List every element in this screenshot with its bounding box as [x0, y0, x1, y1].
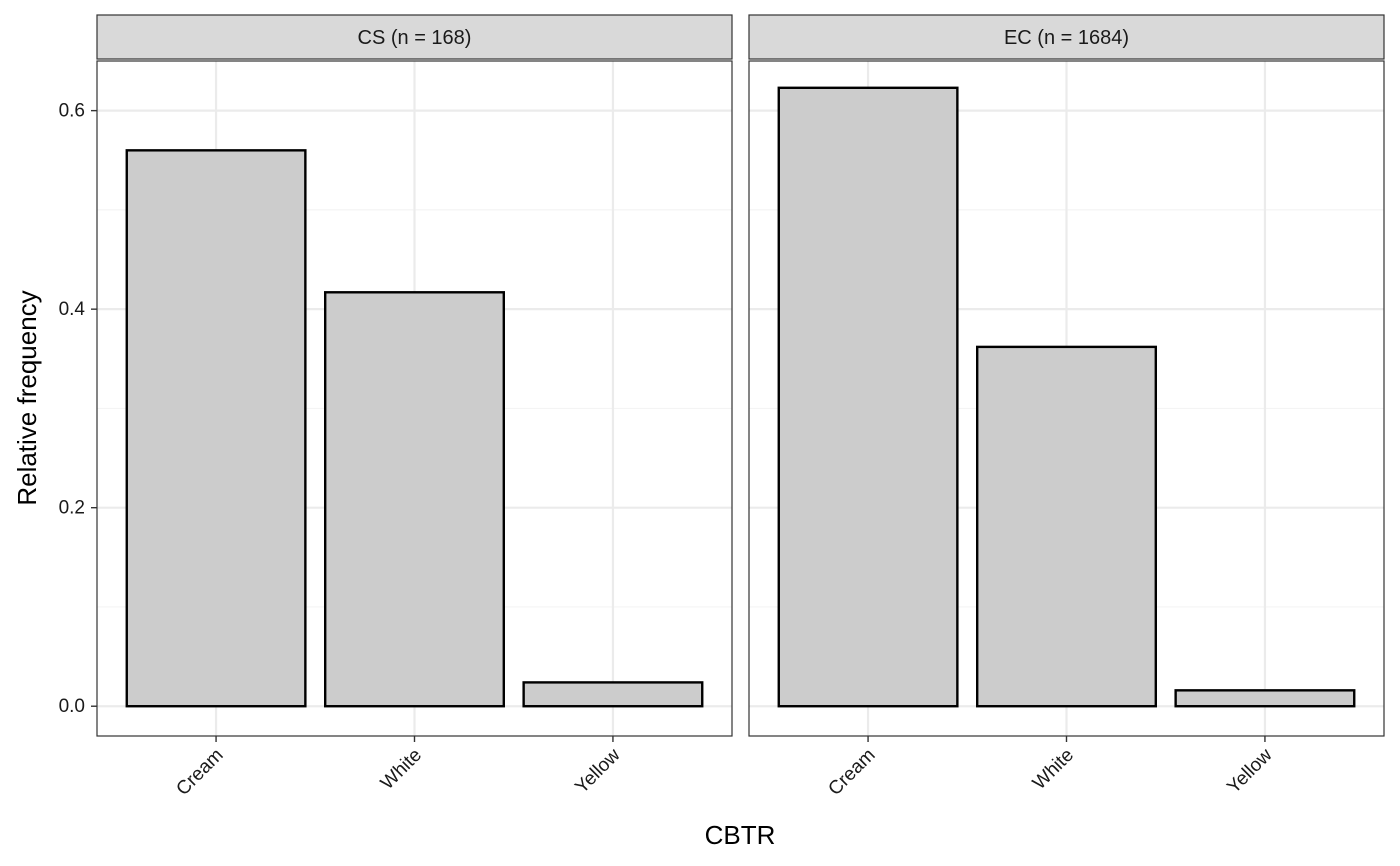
- facet-strip: [748, 14, 1385, 60]
- bar-yellow: [522, 681, 704, 708]
- x-tick-label: Yellow: [571, 744, 624, 797]
- y-tick-label: 0.4: [59, 299, 86, 320]
- bar-white: [976, 345, 1157, 708]
- bar-yellow: [1174, 689, 1356, 708]
- bar-cream: [777, 86, 959, 708]
- x-tick-label: Cream: [172, 745, 227, 800]
- x-tick-label: Yellow: [1223, 744, 1276, 797]
- facet-strip-label: CS (n = 168): [358, 27, 472, 49]
- x-tick-label: Cream: [824, 745, 879, 800]
- y-tick-label: 0.6: [59, 101, 85, 122]
- bar-white: [324, 291, 505, 708]
- bar-cream: [125, 149, 307, 708]
- y-axis-title: Relative frequency: [12, 290, 42, 505]
- facet-strip: [96, 14, 733, 60]
- facet-strip-label: EC (n = 1684): [1004, 27, 1129, 49]
- panels: CS (n = 168) Cream White Yellow 0.0 0.2 0.4 0.6…: [59, 14, 1385, 800]
- x-tick-label: White: [377, 745, 426, 794]
- x-axis-title: CBTR: [705, 820, 776, 850]
- facet-panel: EC (n = 1684) Cream White Yellow: [748, 14, 1385, 800]
- facet-panel: CS (n = 168) Cream White Yellow 0.0 0.2 0.4 0.6: [59, 14, 733, 800]
- y-tick-label: 0.2: [59, 498, 85, 519]
- x-tick-label: White: [1029, 745, 1078, 794]
- y-tick-label: 0.0: [59, 696, 85, 717]
